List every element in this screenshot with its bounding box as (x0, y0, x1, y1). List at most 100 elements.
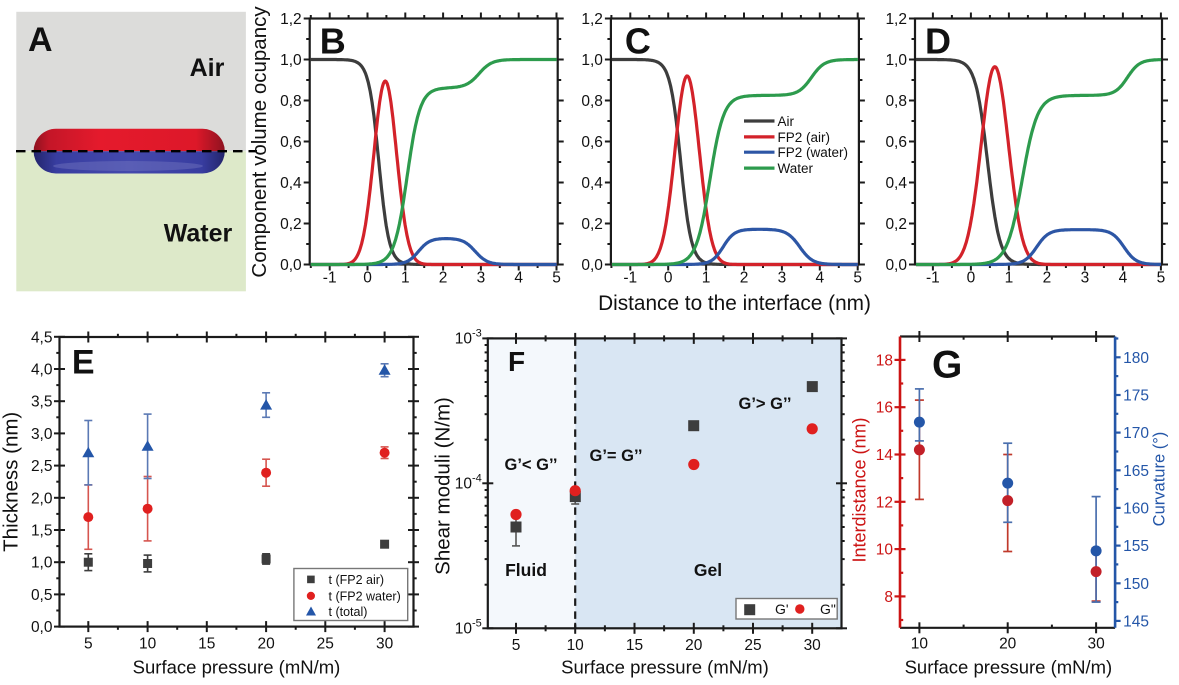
svg-text:0,0: 0,0 (885, 257, 907, 274)
svg-text:3: 3 (477, 270, 486, 287)
svg-text:30: 30 (376, 636, 394, 653)
svg-text:Interdistance (nm): Interdistance (nm) (850, 417, 870, 562)
svg-text:Shear moduli (N/m): Shear moduli (N/m) (431, 397, 454, 575)
svg-text:3: 3 (778, 270, 787, 287)
svg-text:Air: Air (778, 114, 795, 129)
svg-text:30: 30 (804, 637, 822, 654)
svg-text:1: 1 (401, 270, 410, 287)
svg-text:-1: -1 (323, 270, 337, 287)
svg-text:20: 20 (685, 637, 703, 654)
svg-text:160: 160 (1123, 500, 1149, 517)
svg-text:25: 25 (317, 636, 334, 653)
svg-text:B: B (320, 21, 346, 62)
svg-text:1,0: 1,0 (31, 555, 53, 572)
svg-text:3,0: 3,0 (31, 426, 53, 443)
svg-text:G’> G’’: G’> G’’ (738, 395, 791, 413)
svg-text:170: 170 (1123, 425, 1149, 442)
svg-text:G': G' (775, 601, 789, 617)
svg-text:0,2: 0,2 (581, 216, 603, 233)
svg-text:Thickness (nm): Thickness (nm) (0, 412, 23, 552)
svg-text:0,6: 0,6 (280, 134, 302, 151)
svg-text:1,2: 1,2 (581, 11, 603, 28)
svg-text:t (FP2 air): t (FP2 air) (329, 573, 385, 587)
svg-text:5: 5 (512, 637, 521, 654)
svg-text:2: 2 (740, 270, 749, 287)
svg-text:1,2: 1,2 (280, 11, 302, 28)
svg-text:FP2 (air): FP2 (air) (778, 130, 831, 145)
svg-text:4: 4 (514, 270, 523, 287)
svg-text:Water: Water (778, 161, 814, 176)
svg-text:155: 155 (1123, 538, 1149, 555)
svg-text:Surface pressure (mN/m): Surface pressure (mN/m) (561, 657, 769, 678)
svg-text:0,4: 0,4 (581, 175, 603, 192)
svg-text:3: 3 (1081, 270, 1090, 287)
svg-text:145: 145 (1123, 613, 1149, 630)
svg-text:0,0: 0,0 (581, 257, 603, 274)
svg-text:0,8: 0,8 (885, 93, 907, 110)
svg-text:FP2 (water): FP2 (water) (778, 145, 849, 160)
svg-text:18: 18 (876, 352, 893, 369)
svg-text:0,2: 0,2 (280, 216, 302, 233)
svg-text:G’< G’’: G’< G’’ (504, 456, 557, 474)
svg-text:Distance to the interface (nm): Distance to the interface (nm) (598, 292, 871, 315)
svg-text:4: 4 (815, 270, 824, 287)
svg-text:1,0: 1,0 (581, 52, 603, 69)
svg-text:20: 20 (999, 636, 1017, 653)
svg-text:0,6: 0,6 (885, 134, 907, 151)
svg-text:180: 180 (1123, 350, 1149, 367)
svg-text:4,5: 4,5 (31, 329, 53, 346)
svg-text:0,6: 0,6 (581, 134, 603, 151)
svg-text:Fluid: Fluid (505, 560, 547, 580)
svg-text:175: 175 (1123, 388, 1149, 405)
svg-text:C: C (625, 21, 651, 62)
svg-text:Curvature (°): Curvature (°) (1151, 432, 1169, 527)
svg-text:Gel: Gel (694, 560, 722, 580)
svg-text:4: 4 (1119, 270, 1128, 287)
svg-text:10: 10 (876, 542, 894, 559)
svg-text:0,0: 0,0 (280, 257, 302, 274)
svg-text:5: 5 (1157, 270, 1166, 287)
svg-text:1,5: 1,5 (31, 523, 53, 540)
svg-text:G": G" (820, 601, 836, 617)
svg-text:5: 5 (853, 270, 862, 287)
svg-text:10-4: 10-4 (455, 472, 482, 492)
svg-text:D: D (925, 21, 951, 62)
svg-text:15: 15 (198, 636, 215, 653)
svg-text:Surface pressure (mN/m): Surface pressure (mN/m) (133, 657, 341, 678)
svg-text:3,5: 3,5 (31, 394, 53, 411)
svg-text:Surface pressure (mN/m): Surface pressure (mN/m) (905, 657, 1113, 678)
svg-text:150: 150 (1123, 576, 1149, 593)
svg-text:165: 165 (1123, 463, 1149, 480)
svg-text:Air: Air (190, 54, 225, 82)
svg-text:2,0: 2,0 (31, 490, 53, 507)
svg-text:12: 12 (876, 494, 893, 511)
svg-text:20: 20 (257, 636, 275, 653)
svg-text:1: 1 (702, 270, 711, 287)
svg-text:10: 10 (567, 637, 585, 654)
svg-text:-1: -1 (926, 270, 940, 287)
svg-text:Component volume ocupancy: Component volume ocupancy (248, 6, 271, 278)
svg-text:1,0: 1,0 (885, 52, 907, 69)
svg-text:F: F (508, 346, 525, 377)
svg-text:5: 5 (84, 636, 93, 653)
svg-text:14: 14 (876, 447, 894, 464)
svg-text:G: G (932, 344, 962, 387)
svg-text:4,0: 4,0 (31, 362, 53, 379)
svg-text:0,5: 0,5 (31, 587, 53, 604)
svg-text:0,0: 0,0 (31, 619, 53, 636)
svg-text:0,8: 0,8 (581, 93, 603, 110)
svg-text:2: 2 (1043, 270, 1052, 287)
svg-text:30: 30 (1087, 636, 1105, 653)
svg-text:15: 15 (626, 637, 643, 654)
svg-text:0,4: 0,4 (885, 175, 907, 192)
svg-text:E: E (72, 343, 95, 381)
svg-text:10: 10 (139, 636, 157, 653)
svg-text:2: 2 (439, 270, 448, 287)
svg-text:1: 1 (1005, 270, 1014, 287)
svg-text:0: 0 (967, 270, 976, 287)
svg-text:10: 10 (911, 636, 929, 653)
svg-text:G’= G’’: G’= G’’ (589, 447, 642, 465)
svg-text:t (FP2 water): t (FP2 water) (329, 589, 401, 603)
svg-text:10-3: 10-3 (455, 327, 482, 347)
svg-text:5: 5 (552, 270, 561, 287)
